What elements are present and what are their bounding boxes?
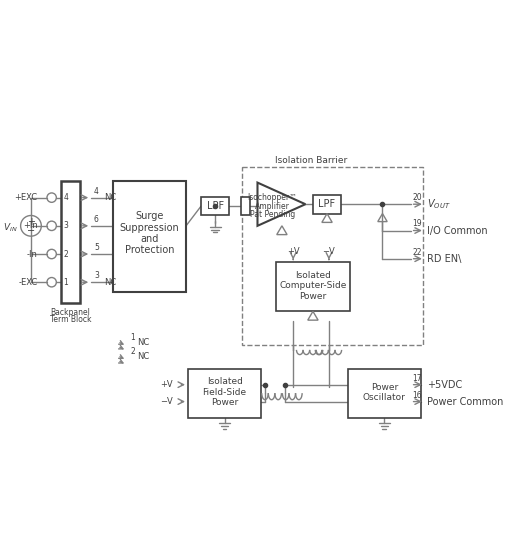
Text: 3: 3 — [94, 271, 99, 280]
Text: −: − — [27, 226, 35, 235]
Text: Isolated: Isolated — [206, 377, 242, 386]
Text: Backpanel: Backpanel — [50, 308, 90, 317]
Text: Power Common: Power Common — [426, 396, 503, 407]
Text: Computer-Side: Computer-Side — [279, 281, 347, 291]
Text: NC: NC — [137, 352, 149, 361]
Text: LPF: LPF — [318, 199, 335, 209]
Text: Surge: Surge — [135, 212, 164, 221]
Text: Power: Power — [371, 383, 398, 392]
Bar — [242, 167, 423, 345]
Text: -EXC: -EXC — [18, 278, 37, 287]
Text: $V_{OUT}$: $V_{OUT}$ — [426, 197, 450, 211]
Bar — [113, 181, 186, 292]
Text: 2: 2 — [63, 249, 68, 259]
Text: NC: NC — [137, 338, 149, 347]
Text: 22: 22 — [412, 248, 422, 256]
Text: Amplifier: Amplifier — [255, 201, 290, 211]
Text: 17: 17 — [412, 374, 422, 382]
Text: I/O Common: I/O Common — [426, 226, 487, 235]
Text: Isochopper™: Isochopper™ — [248, 193, 297, 202]
Text: Power: Power — [300, 292, 327, 301]
Text: Suppression: Suppression — [120, 222, 179, 233]
Text: +: + — [27, 217, 35, 227]
Text: Power: Power — [211, 398, 238, 407]
Bar — [188, 369, 261, 417]
Text: Isolated: Isolated — [295, 271, 331, 280]
Text: 4: 4 — [63, 193, 68, 202]
Bar — [241, 197, 250, 215]
Text: +EXC: +EXC — [15, 193, 37, 202]
Text: RD EN\: RD EN\ — [426, 254, 461, 264]
Text: and: and — [140, 234, 159, 244]
Text: 1: 1 — [63, 278, 68, 287]
Text: 6: 6 — [94, 215, 99, 224]
Text: Oscillator: Oscillator — [363, 393, 406, 402]
Text: Pat Pending: Pat Pending — [250, 210, 295, 219]
Text: 2: 2 — [131, 347, 135, 356]
Text: NC: NC — [105, 278, 116, 287]
Text: $V_{IN}$: $V_{IN}$ — [3, 221, 18, 234]
Text: 4: 4 — [94, 186, 99, 195]
Text: 3: 3 — [63, 221, 68, 231]
Text: 19: 19 — [412, 219, 422, 228]
Text: 20: 20 — [412, 193, 422, 202]
Text: LPF: LPF — [206, 201, 224, 211]
Text: −V: −V — [322, 247, 335, 256]
Text: Term Block: Term Block — [50, 315, 91, 325]
Bar — [201, 197, 229, 215]
Text: 16: 16 — [412, 390, 422, 400]
Bar — [61, 181, 80, 303]
Bar — [348, 369, 421, 417]
Bar — [276, 262, 349, 312]
Text: +V: +V — [160, 380, 173, 389]
Text: −V: −V — [160, 397, 173, 406]
Text: NC: NC — [105, 193, 116, 202]
Text: -In: -In — [27, 249, 37, 259]
Text: 1: 1 — [131, 333, 135, 342]
Text: Protection: Protection — [125, 245, 174, 255]
Text: +In: +In — [23, 221, 37, 231]
Bar — [313, 195, 341, 214]
Text: +V: +V — [287, 247, 300, 256]
Text: 5: 5 — [94, 243, 99, 252]
Text: +5VDC: +5VDC — [426, 380, 462, 390]
Text: Isolation Barrier: Isolation Barrier — [275, 157, 347, 165]
Text: Field-Side: Field-Side — [202, 388, 246, 397]
